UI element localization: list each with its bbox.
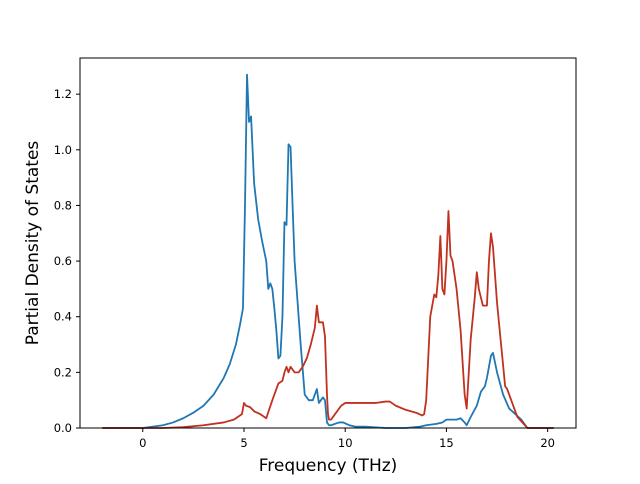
- x-axis-label: Frequency (THz): [259, 456, 398, 476]
- series-layer: [102, 73, 554, 429]
- y-tick-label: 1.2: [54, 87, 72, 101]
- x-tick-label: 0: [139, 436, 146, 450]
- y-tick-label: 0.8: [54, 198, 72, 212]
- x-tick-label: 10: [338, 436, 353, 450]
- y-tick-label: 1.0: [54, 143, 72, 157]
- x-tick-label: 15: [439, 436, 454, 450]
- x-tick-label: 5: [240, 436, 247, 450]
- plot-frame: [79, 57, 577, 429]
- series-line-2: [102, 210, 554, 429]
- y-axis-label: Partial Density of States: [23, 141, 43, 346]
- y-tick-label: 0.4: [54, 310, 72, 324]
- series-line-1: [102, 73, 554, 429]
- y-axis-ticks: 0.0 0.2 0.4 0.6 0.8 1.0 1.2: [54, 87, 80, 435]
- x-tick-label: 20: [540, 436, 555, 450]
- x-axis-ticks: 0 5 10 15 20: [139, 428, 555, 450]
- y-tick-label: 0.0: [54, 421, 72, 435]
- y-tick-label: 0.2: [54, 365, 72, 379]
- y-tick-label: 0.6: [54, 254, 72, 268]
